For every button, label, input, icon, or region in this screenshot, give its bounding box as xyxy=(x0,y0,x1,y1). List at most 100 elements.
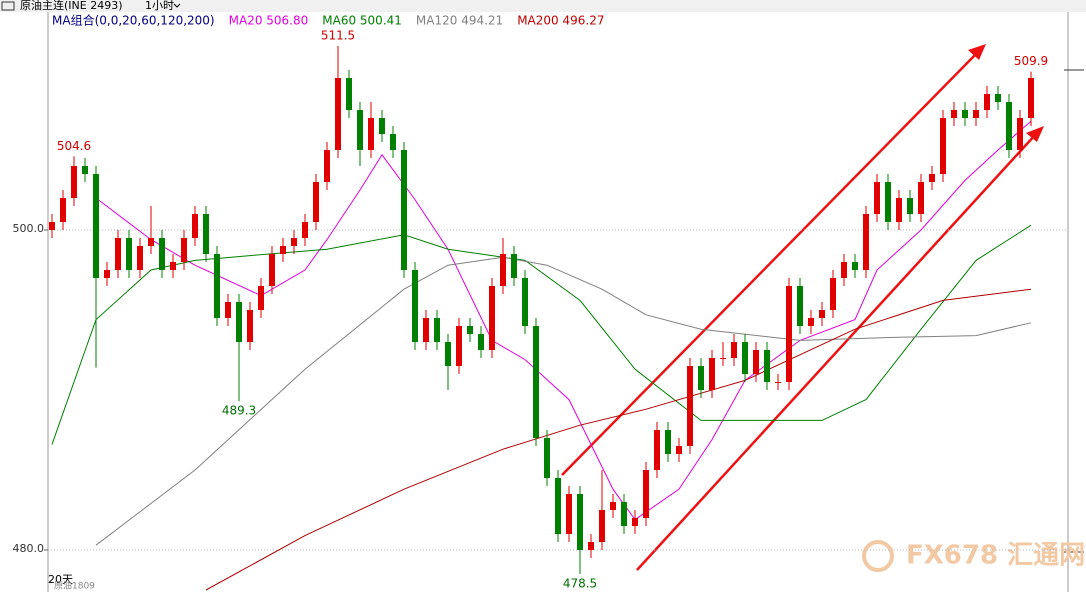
arrow-head xyxy=(1026,126,1044,142)
candle-body xyxy=(907,198,913,214)
candle-body xyxy=(940,118,946,174)
candle-body xyxy=(522,278,528,326)
price-annotation: 509.9 xyxy=(1014,54,1048,68)
candle-body xyxy=(115,238,121,270)
candle-body xyxy=(951,110,957,118)
candle-body xyxy=(698,366,704,390)
channel-lower xyxy=(636,133,1037,571)
candle-body xyxy=(841,262,847,278)
candle-body xyxy=(1006,102,1012,150)
candle-body xyxy=(401,150,407,270)
candle-body xyxy=(390,134,396,150)
candle-body xyxy=(192,214,198,238)
candle-body xyxy=(313,182,319,222)
candle-body xyxy=(885,182,891,222)
candle-body xyxy=(973,110,979,118)
candle-body xyxy=(786,286,792,382)
candle-body xyxy=(962,110,968,118)
channel-upper xyxy=(561,51,979,476)
candle-body xyxy=(819,310,825,318)
candle-body xyxy=(258,286,264,310)
candle-body xyxy=(577,494,583,550)
candle-body xyxy=(82,166,88,174)
candle-body xyxy=(434,318,440,342)
candle-body xyxy=(423,318,429,342)
dropdown-arrow[interactable] xyxy=(173,3,181,8)
candle-body xyxy=(236,302,242,342)
candle-body xyxy=(687,366,693,446)
ma-line xyxy=(205,288,1032,591)
price-annotation: 504.6 xyxy=(57,139,91,153)
candle-body xyxy=(533,326,539,438)
candle-body xyxy=(302,222,308,238)
price-annotation: 511.5 xyxy=(321,29,355,43)
candle-body xyxy=(412,270,418,342)
candle-body xyxy=(104,270,110,278)
candle-body xyxy=(181,238,187,262)
candle-body xyxy=(379,118,385,134)
instrument-title[interactable]: 原油主连(INE 2493) xyxy=(20,0,123,12)
candle-body xyxy=(720,358,726,359)
candle-body xyxy=(808,318,814,326)
candle-body xyxy=(346,78,352,110)
watermark-logo xyxy=(862,540,894,572)
candle-body xyxy=(753,350,759,374)
candle-body xyxy=(159,238,165,270)
candle-body xyxy=(456,326,462,366)
ma-line xyxy=(95,120,1032,521)
candle-body xyxy=(654,430,660,470)
contract-label: 原油1809 xyxy=(54,580,95,592)
menu-icon[interactable] xyxy=(1,1,15,11)
candle-body xyxy=(148,238,154,246)
ma-legend-item: MA120 494.21 xyxy=(416,14,503,28)
candle-body xyxy=(500,254,506,286)
candle-body xyxy=(797,286,803,326)
header-bar xyxy=(0,0,1086,12)
candle-body xyxy=(357,110,363,150)
ma-line xyxy=(51,224,1032,445)
y-tick-label: 500.0 xyxy=(13,222,45,235)
candle-body xyxy=(49,222,55,230)
price-annotation: 489.3 xyxy=(222,404,256,418)
candle-body xyxy=(929,174,935,182)
candle-body xyxy=(60,198,66,222)
candle-body xyxy=(170,262,176,270)
candle-body xyxy=(280,246,286,254)
arrow-head xyxy=(968,44,986,60)
candle-body xyxy=(863,214,869,270)
candle-body xyxy=(489,286,495,350)
candle-body xyxy=(137,246,143,270)
watermark: FX678 汇通网 xyxy=(906,541,1085,571)
candle-body xyxy=(478,334,484,350)
candle-body xyxy=(709,358,715,390)
candle-body xyxy=(852,262,858,270)
candle-body xyxy=(544,438,550,478)
candle-body xyxy=(467,326,473,334)
footer-label: 20天 xyxy=(48,573,73,586)
candle-body xyxy=(896,198,902,222)
candle-body xyxy=(995,94,1001,102)
ma-legend-item: MA20 506.80 xyxy=(229,14,309,28)
candle-body xyxy=(566,494,572,534)
candle-body xyxy=(126,238,132,270)
candle-body xyxy=(225,302,231,318)
candle-body xyxy=(621,502,627,526)
candle-body xyxy=(676,446,682,454)
candle-body xyxy=(742,342,748,374)
candle-body xyxy=(203,214,209,254)
candle-body xyxy=(874,182,880,214)
candle-body xyxy=(555,478,561,534)
candle-body xyxy=(335,78,341,150)
candle-body xyxy=(918,182,924,214)
candle-body xyxy=(291,238,297,246)
candle-body xyxy=(368,118,374,150)
candle-body xyxy=(665,430,671,454)
candle-body xyxy=(214,254,220,318)
candle-body xyxy=(1028,78,1034,118)
candle-body xyxy=(247,310,253,342)
candle-body xyxy=(764,350,770,382)
candle-body xyxy=(643,470,649,518)
ma-legend-item: MA组合(0,0,20,60,120,200) xyxy=(52,13,215,28)
period-selector[interactable]: 1小时 xyxy=(145,0,174,12)
